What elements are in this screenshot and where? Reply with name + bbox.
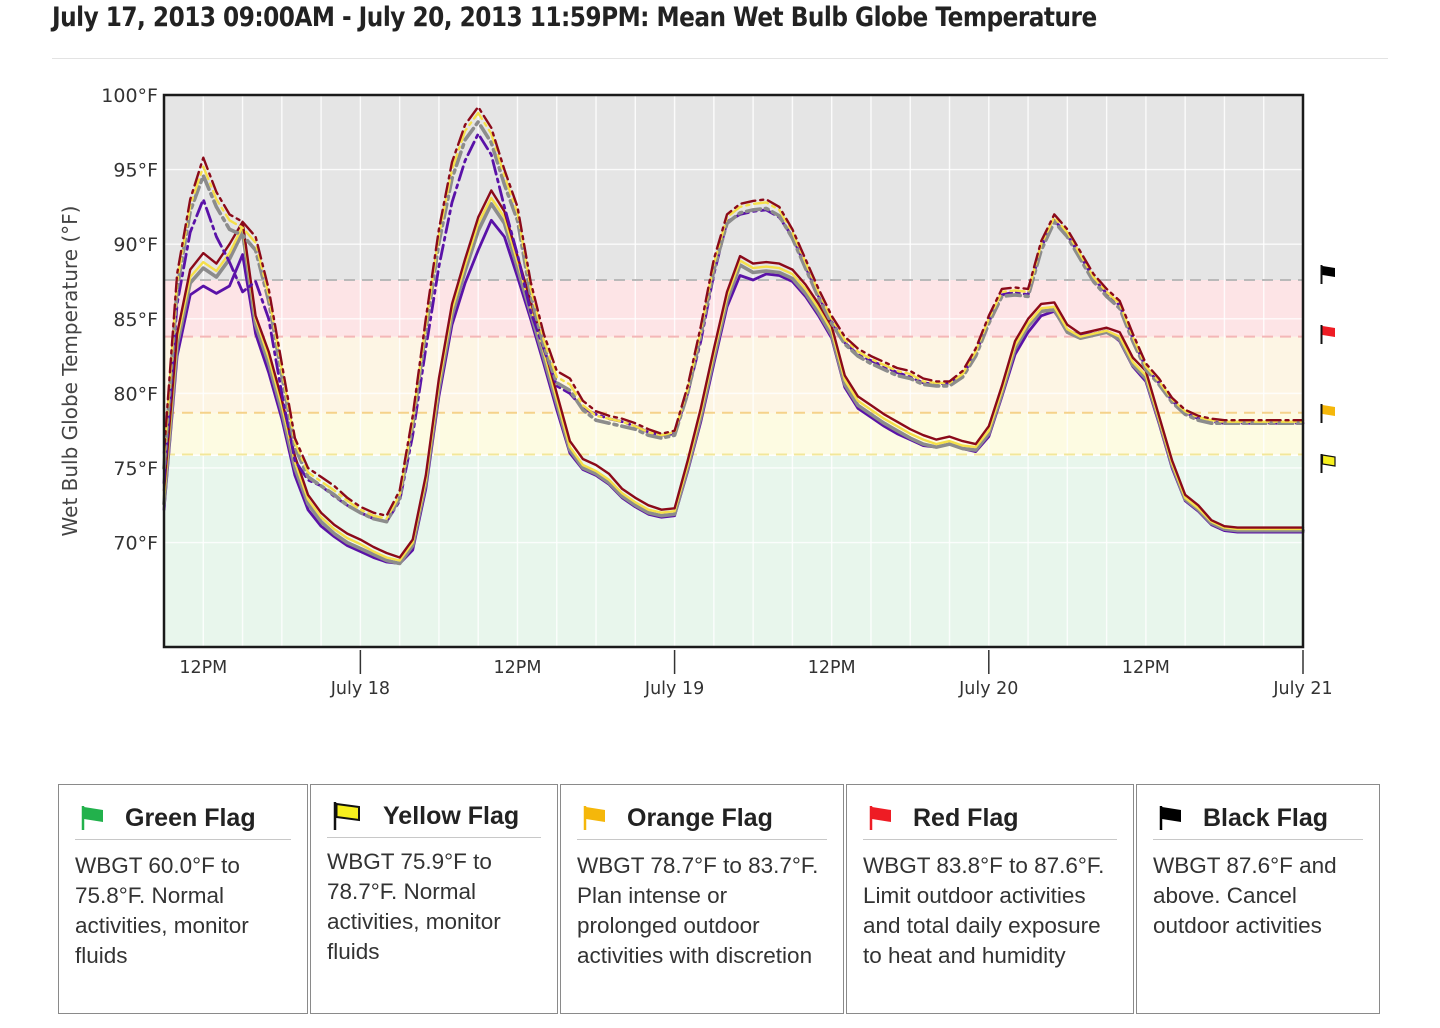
orange-flag-icon — [1320, 404, 1335, 423]
legend-card-header: Green Flag — [75, 797, 291, 840]
wbgt-line-chart: 100°F95°F90°F85°F80°F75°F70°F 12PM 12PM 12… — [58, 85, 1336, 699]
legend-card-green: Green Flag WBGT 60.0°F to 75.8°F. Normal… — [58, 784, 308, 1014]
flag-zones — [164, 95, 1303, 647]
legend-title: Yellow Flag — [383, 801, 520, 830]
x-tick-label-hour: 12PM — [808, 658, 856, 678]
page-title: July 17, 2013 09:00AM - July 20, 2013 11… — [52, 2, 1097, 33]
series-line-dashdot — [162, 105, 1305, 517]
legend-card-header: Black Flag — [1153, 797, 1363, 840]
series-line-solid — [162, 189, 1305, 559]
legend-description: WBGT 83.8°F to 87.6°F. Limit outdoor act… — [863, 853, 1105, 968]
series-line-dashdot — [162, 120, 1305, 524]
x-tick-label-date: July 20 — [958, 679, 1018, 699]
legend-description: WBGT 78.7°F to 83.7°F. Plan intense or p… — [577, 853, 819, 968]
legend-description: WBGT 87.6°F and above. Cancel outdoor ac… — [1153, 853, 1337, 938]
zone-black — [164, 95, 1303, 280]
legend-description: WBGT 75.9°F to 78.7°F. Normal activities… — [327, 849, 501, 964]
yellow-flag-icon — [1320, 454, 1336, 473]
legend-description: WBGT 60.0°F to 75.8°F. Normal activities… — [75, 853, 249, 968]
legend-card-header: Yellow Flag — [327, 795, 541, 838]
y-axis: 100°F 95°F 90°F 85°F 80°F 75°F 70°F — [101, 85, 158, 555]
legend-card-yellow: Yellow Flag WBGT 75.9°F to 78.7°F. Norma… — [310, 784, 558, 1014]
black-flag-icon — [1159, 806, 1181, 830]
green-flag-icon — [81, 806, 103, 830]
orange-flag-icon — [583, 806, 605, 830]
y-tick-label: 90°F — [113, 234, 158, 256]
x-axis: 12PM 12PM 12PM 12PM July 18 July 19 July 20 Jul… — [179, 650, 1333, 699]
grid-lines — [163, 94, 1304, 647]
legend-card-header: Orange Flag — [577, 797, 827, 840]
x-tick-label-hour: 12PM — [494, 658, 542, 678]
legend-card-header: Red Flag — [863, 797, 1117, 840]
red-flag-icon — [869, 806, 891, 830]
title-divider — [52, 58, 1388, 59]
data-series — [162, 105, 1305, 566]
threshold-lines — [164, 278, 1303, 456]
y-tick-label: 95°F — [113, 160, 158, 182]
legend-title: Black Flag — [1203, 803, 1329, 832]
red-flag-icon — [1320, 325, 1335, 344]
x-tick-label-date: July 18 — [330, 679, 390, 699]
legend-card-orange: Orange Flag WBGT 78.7°F to 83.7°F. Plan … — [560, 784, 844, 1014]
x-tick-label-date: July 19 — [644, 679, 704, 699]
zone-orange — [164, 336, 1303, 413]
x-tick-label-date: July 21 — [1272, 679, 1332, 699]
y-tick-label: 100°F — [101, 85, 158, 107]
y-tick-label: 70°F — [113, 533, 158, 555]
series-line-solid — [162, 196, 1305, 562]
x-tick-label-hour: 12PM — [1122, 658, 1170, 678]
plot-area-border — [162, 93, 1305, 649]
yellow-flag-icon — [333, 802, 360, 830]
series-line-solid — [162, 202, 1305, 566]
zone-green — [164, 456, 1303, 647]
y-tick-label: 80°F — [113, 383, 158, 405]
y-tick-label: 85°F — [113, 309, 158, 331]
series-line-dashdot — [162, 111, 1305, 520]
legend-title: Red Flag — [913, 803, 1019, 832]
y-tick-label: 75°F — [113, 458, 158, 480]
legend-card-red: Red Flag WBGT 83.8°F to 87.6°F. Limit ou… — [846, 784, 1134, 1014]
x-tick-label-hour: 12PM — [179, 658, 227, 678]
side-flag-markers — [1320, 265, 1336, 473]
legend-card-black: Black Flag WBGT 87.6°F and above. Cancel… — [1136, 784, 1380, 1014]
legend-title: Orange Flag — [627, 803, 773, 832]
zone-yellow — [164, 412, 1303, 455]
legend-title: Green Flag — [125, 803, 256, 832]
black-flag-icon — [1320, 265, 1335, 284]
y-axis-label: Wet Bulb Globe Temperature (°F) — [58, 206, 82, 537]
